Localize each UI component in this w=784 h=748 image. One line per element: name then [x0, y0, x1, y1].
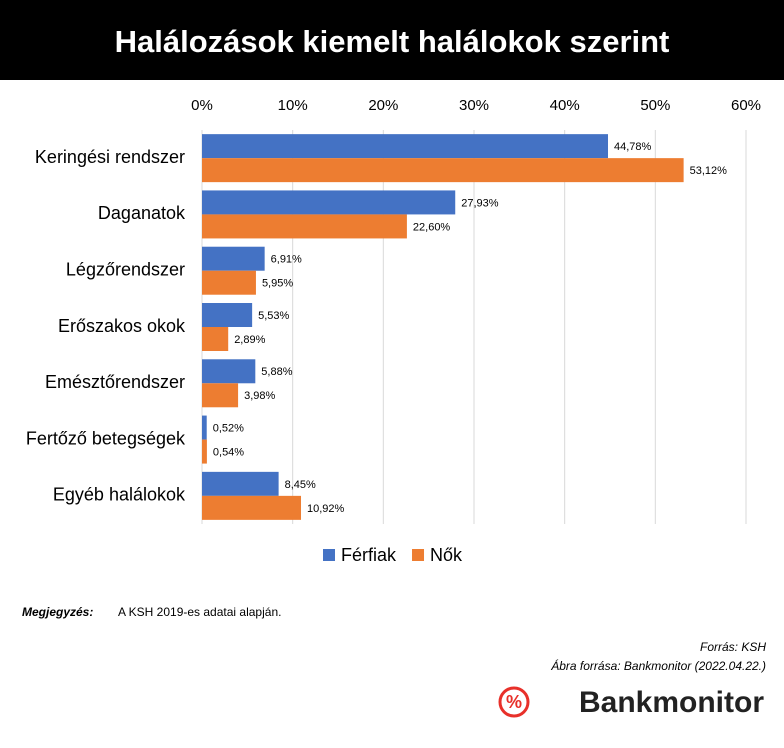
x-tick-label: 10%	[278, 97, 308, 114]
plot: 0% 10% 20% 30% 40% 50% 60% Keringési rendszer 44…	[26, 97, 761, 565]
logo-circle	[498, 686, 530, 718]
y-tick-label: Keringési rendszer	[35, 147, 185, 167]
note-label: Megjegyzés:	[22, 605, 93, 619]
y-tick-label: Fertőző betegségek	[26, 428, 186, 448]
value-label: 0,52%	[213, 422, 244, 434]
value-label: 8,45%	[285, 479, 316, 491]
chart-title: Halálozások kiemelt halálokok szerint	[115, 24, 670, 59]
value-label: 53,12%	[690, 165, 728, 177]
y-tick-label: Légzőrendszer	[66, 259, 185, 279]
bar	[202, 134, 609, 159]
bar	[202, 439, 207, 464]
x-tick-label: 50%	[640, 97, 670, 114]
value-label: 5,88%	[261, 366, 292, 378]
value-label: 22,60%	[413, 221, 451, 233]
bar	[202, 327, 229, 351]
bar	[202, 415, 207, 440]
legend-label: Férfiak	[341, 545, 397, 565]
title-bar	[0, 0, 784, 80]
value-label: 44,78%	[614, 141, 652, 153]
y-tick-label: Emésztőrendszer	[45, 372, 185, 392]
bar	[202, 383, 239, 408]
value-label: 5,95%	[262, 278, 293, 290]
x-tick-label: 30%	[459, 97, 489, 114]
x-tick-label: 0%	[191, 97, 213, 114]
value-label: 5,53%	[258, 310, 289, 322]
bar	[202, 270, 256, 295]
bar	[202, 359, 256, 384]
x-tick-label: 20%	[368, 97, 398, 114]
legend-swatch	[412, 549, 425, 561]
bar	[202, 190, 456, 215]
y-tick-label: Daganatok	[98, 203, 186, 223]
legend-swatch	[323, 549, 335, 561]
value-label: 6,91%	[271, 254, 302, 266]
bar	[202, 158, 684, 183]
logo-symbol: %	[506, 692, 522, 712]
x-tick-label: 60%	[731, 97, 761, 114]
y-tick-label: Egyéb halálokok	[53, 485, 186, 505]
value-label: 0,54%	[213, 446, 244, 458]
bar	[202, 471, 279, 496]
value-label: 3,98%	[244, 390, 275, 402]
value-label: 27,93%	[461, 197, 499, 209]
logo: Bankmonitor	[579, 686, 764, 719]
bar	[202, 246, 265, 271]
source: Forrás: KSH	[700, 640, 766, 654]
bar	[202, 495, 302, 520]
chart-source: Ábra forrása: Bankmonitor (2022.04.22.)	[550, 658, 766, 673]
y-tick-label: Erőszakos okok	[58, 316, 186, 336]
x-tick-label: 40%	[550, 97, 580, 114]
legend-label: Nők	[430, 545, 463, 565]
value-label: 2,89%	[234, 334, 265, 346]
bar	[202, 303, 253, 327]
bar	[202, 214, 407, 239]
value-label: 10,92%	[307, 503, 345, 515]
note: A KSH 2019-es adatai alapján.	[118, 605, 281, 619]
